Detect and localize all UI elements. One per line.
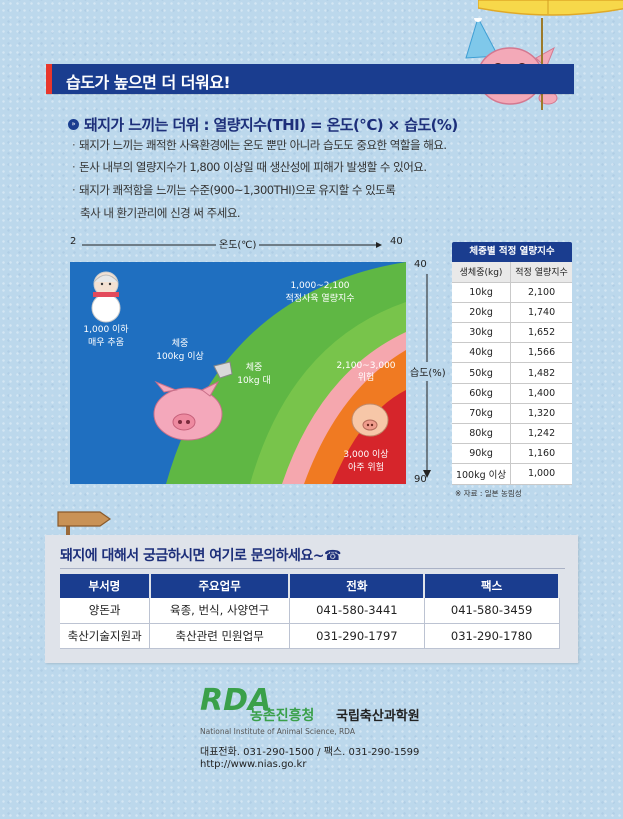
thi-by-weight-table: 체중별 적정 열량지수 생체중(kg) 적정 열량지수 10kg 2,100 20… [452, 242, 572, 485]
rda-logo: RDA 농촌진흥청 국립축산과학원 National Institute of … [200, 683, 420, 736]
zone-very-hot-desc: 아주 위험 [348, 462, 384, 473]
table-row: 90kg 1,160 [452, 443, 572, 465]
bullet-item: · 돈사 내부의 열량지수가 1,800 이상일 때 생산성에 피해가 발생할 수… [72, 160, 427, 174]
humidity-axis-label: 습도(%) [410, 362, 446, 381]
table-row: 축산기술지원과 축산관련 민원업무 031-290-1797 031-290-1… [60, 623, 560, 649]
thi-table-header-thi: 적정 열량지수 [510, 262, 572, 283]
table-row: 70kg 1,320 [452, 403, 572, 425]
section-title: 습도가 높으면 더 더워요! [66, 73, 231, 92]
table-row: 10kg 2,100 [452, 282, 572, 303]
divider [60, 568, 565, 569]
table-row: 60kg 1,400 [452, 383, 572, 404]
thi-table-title: 체중별 적정 열량지수 [452, 242, 572, 262]
snowman-icon [91, 271, 121, 323]
heading-bullet-icon: » [68, 119, 79, 130]
table-row: 40kg 1,566 [452, 342, 572, 364]
contact-header-fax: 팩스 [424, 574, 560, 598]
table-row: 20kg 1,740 [452, 302, 572, 324]
bullet-item: · 돼지가 쾌적함을 느끼는 수준(900~1,300THI)으로 유지할 수 있… [72, 183, 396, 197]
table-row: 30kg 1,652 [452, 322, 572, 344]
zone-optimal-desc: 적정사육 열량지수 [285, 292, 354, 304]
label-light-weight-value: 10kg 대 [237, 375, 271, 386]
temperature-axis-start: 2 [70, 236, 77, 247]
zone-hot-label: 2,100~3,000 [336, 361, 395, 371]
table-row: 80kg 1,242 [452, 423, 572, 445]
thi-heading: 돼지가 느끼는 더위 : 열량지수(THI) = 온도(℃) × 습도(%) [84, 116, 458, 134]
rda-org-name: 농촌진흥청 [250, 707, 314, 724]
temperature-axis-label: 온도(℃) [216, 236, 260, 251]
bullet-item-continued: 축사 내 환기관리에 신경 써 주세요. [80, 206, 241, 220]
signpost-icon [57, 511, 112, 540]
zone-very-hot-label: 3,000 이상 [343, 449, 388, 460]
temperature-axis-end: 40 [390, 236, 403, 247]
rda-logo-mark: RDA [200, 683, 271, 718]
pig-heavy-icon [153, 380, 223, 441]
pig-light-icon [351, 403, 389, 437]
table-row: 50kg 1,482 [452, 362, 572, 384]
zone-hot-desc: 위험 [358, 372, 375, 383]
institute-english-name: National Institute of Animal Science, RD… [200, 727, 356, 736]
thi-zone-chart: 1,000 이하 매우 추움 체중 100kg 이상 체중 10kg 대 1,0… [70, 262, 406, 484]
source-note: ※ 자료 : 일본 농림성 [455, 489, 522, 498]
zone-optimal-label: 1,000~2,100 [290, 281, 349, 291]
institute-name: 국립축산과학원 [336, 708, 420, 724]
label-heavy-weight-value: 100kg 이상 [156, 351, 204, 362]
zone-cold-label: 1,000 이하 [83, 324, 129, 335]
table-row: 양돈과 육종, 번식, 사양연구 041-580-3441 041-580-34… [60, 598, 560, 624]
contact-title: 돼지에 대해서 궁금하시면 여기로 문의하세요~☎ [60, 548, 341, 564]
footer-url[interactable]: http://www.nias.go.kr [200, 759, 307, 770]
contact-header-dept: 부서명 [60, 574, 151, 598]
direction-arrow-icon [213, 361, 233, 379]
thi-table-header-weight: 생체중(kg) [452, 262, 512, 283]
section-title-bar [46, 64, 574, 94]
label-heavy-weight: 체중 [172, 338, 189, 349]
umbrella-decoration [478, 0, 623, 16]
zone-very-hot [332, 390, 406, 484]
label-light-weight: 체중 [246, 362, 263, 373]
humidity-axis: 40 습도(%) 90 [410, 259, 470, 485]
footer-phone: 대표전화. 031-290-1500 / 팩스. 031-290-1599 [200, 747, 420, 758]
zone-cold-desc: 매우 추움 [88, 337, 124, 348]
table-row: 100kg 이상 1,000 [452, 463, 572, 485]
humidity-axis-start: 40 [414, 259, 427, 270]
temperature-axis: 2 온도(℃) 40 [70, 236, 403, 251]
contact-header-duty: 주요업무 [149, 574, 291, 598]
humidity-axis-end: 90 [414, 474, 427, 485]
contact-table: 부서명 주요업무 전화 팩스 양돈과 육종, 번식, 사양연구 041-580-… [60, 574, 560, 649]
contact-header-phone: 전화 [289, 574, 426, 598]
bullet-item: · 돼지가 느끼는 쾌적한 사육환경에는 온도 뿐만 아니라 습도도 중요한 역할… [72, 138, 447, 152]
